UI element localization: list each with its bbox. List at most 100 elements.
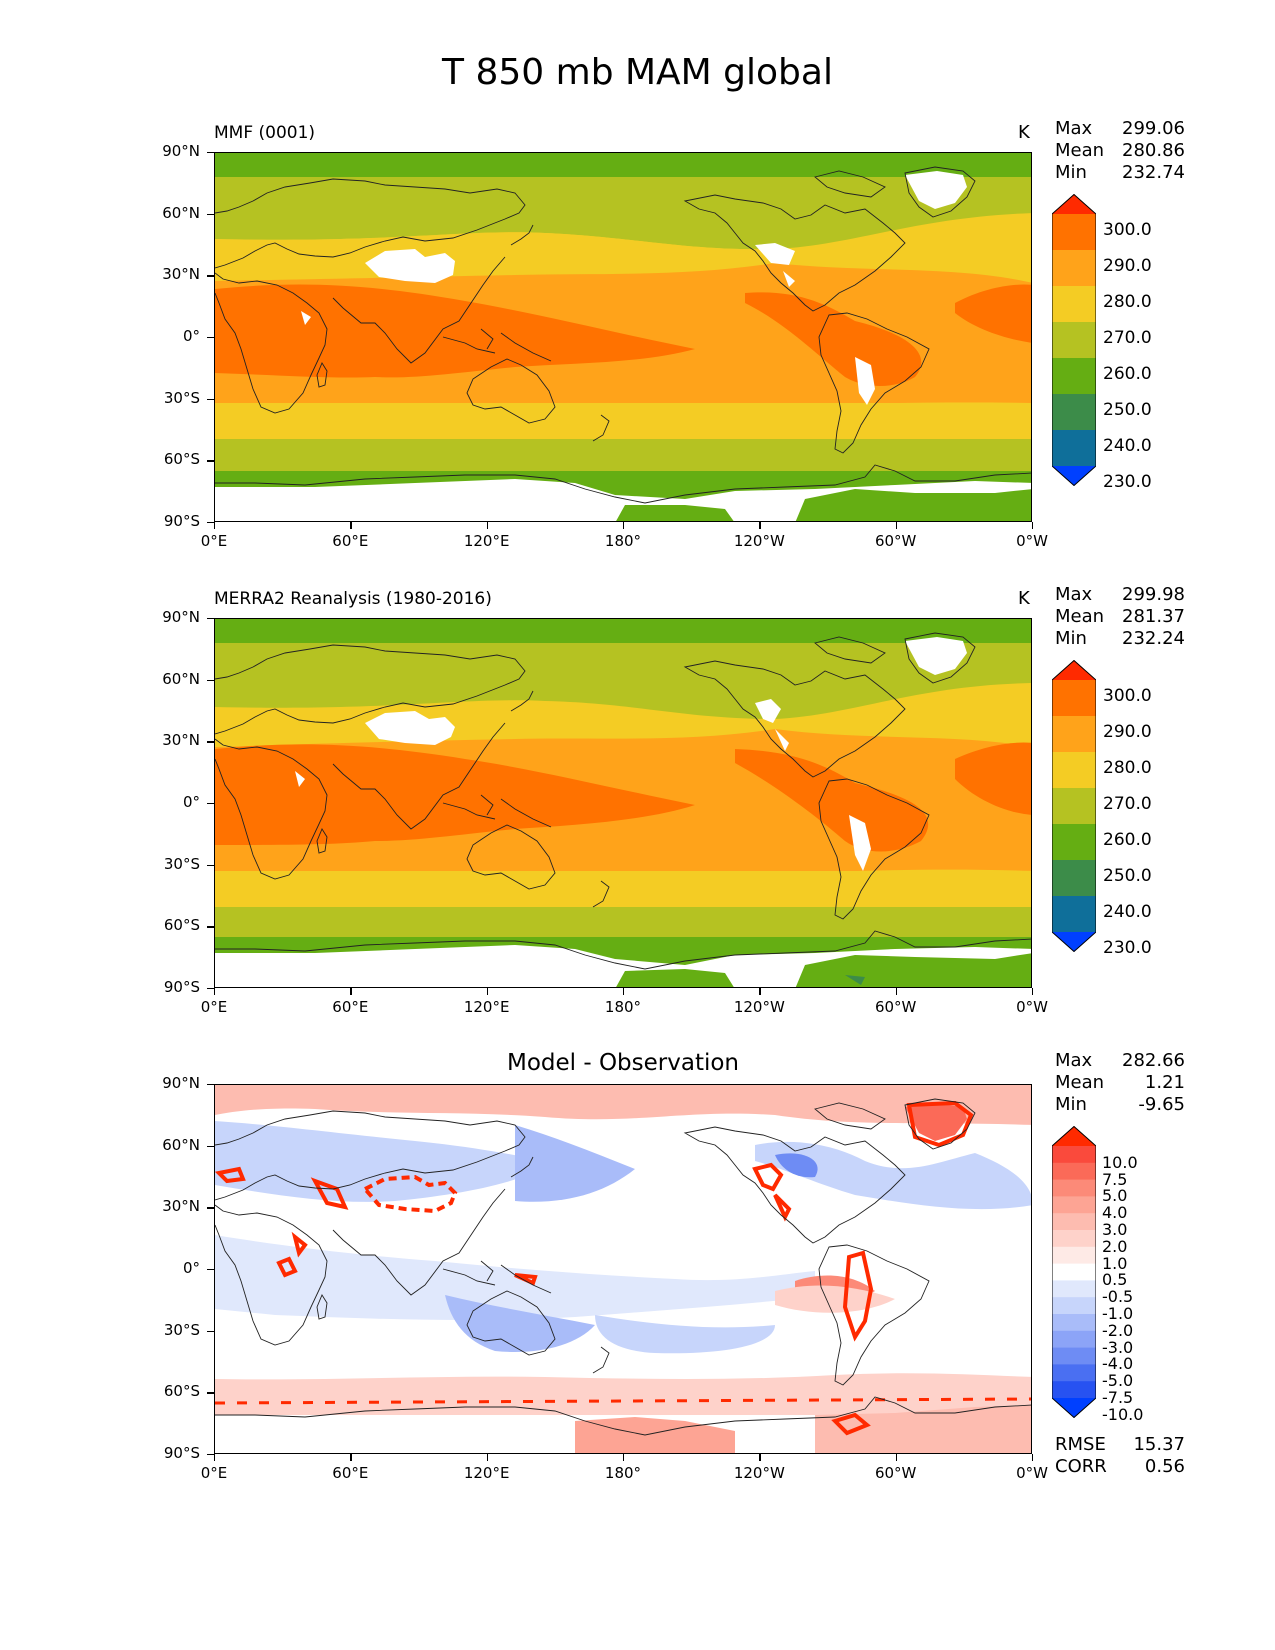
x-tick-label: 120°E — [463, 998, 510, 1016]
colorbar-label: 300.0 — [1103, 220, 1152, 240]
colorbar-swatch — [1052, 788, 1096, 825]
stats-block: Max 299.06 Mean 280.86 Min 232.74 — [1055, 118, 1185, 184]
x-tick-mark — [623, 1454, 625, 1461]
colorbar-swatch — [1052, 194, 1096, 214]
x-tick-label: 120°E — [463, 1464, 510, 1482]
colorbar-label: 0.5 — [1102, 1270, 1128, 1290]
colorbar-label: 7.5 — [1102, 1169, 1128, 1189]
x-tick-mark — [214, 988, 216, 995]
min-value: 232.74 — [1122, 162, 1185, 183]
max-label: Max — [1055, 1050, 1093, 1071]
colorbar-swatch — [1052, 1297, 1096, 1315]
y-tick-mark — [207, 679, 214, 681]
x-tick-mark — [623, 522, 625, 529]
y-tick-mark — [207, 1145, 214, 1147]
mean-value: 280.86 — [1122, 140, 1185, 161]
colorbar-swatch — [1052, 932, 1096, 952]
x-tick-label: 60°W — [874, 998, 917, 1016]
colorbar-label: 10.0 — [1102, 1152, 1138, 1172]
x-tick-label: 180° — [604, 532, 642, 550]
colorbar-label: 250.0 — [1103, 400, 1152, 420]
rmse-label: RMSE — [1055, 1434, 1106, 1455]
colorbar-swatch — [1052, 1179, 1096, 1197]
colorbar-label: 260.0 — [1103, 830, 1152, 850]
max-label: Max — [1055, 118, 1093, 139]
units-label: K — [1018, 122, 1030, 143]
skill-scores: RMSE 15.37 CORR 0.56 — [1055, 1434, 1185, 1478]
y-tick-mark — [207, 152, 214, 154]
colorbar-label: -5.0 — [1102, 1371, 1134, 1391]
min-value: 232.24 — [1122, 628, 1185, 649]
x-tick-label: 120°E — [463, 532, 510, 550]
colorbar-swatch — [1052, 1263, 1096, 1281]
x-tick-mark — [214, 522, 216, 529]
min-value: -9.65 — [1138, 1094, 1185, 1115]
colorbar-swatch — [1052, 660, 1096, 680]
x-tick-mark — [759, 1454, 761, 1461]
colorbar — [1052, 194, 1096, 486]
y-tick-mark — [207, 1454, 214, 1456]
colorbar-label: 260.0 — [1103, 364, 1152, 384]
x-tick-label: 60°E — [332, 1464, 369, 1482]
x-tick-label: 60°W — [874, 1464, 917, 1482]
colorbar-swatch — [1052, 1364, 1096, 1382]
y-tick-mark — [207, 275, 214, 277]
colorbar-swatch — [1052, 358, 1096, 395]
x-tick-mark — [759, 522, 761, 529]
colorbar-label: -0.5 — [1102, 1287, 1134, 1307]
x-tick-mark — [486, 988, 488, 995]
y-tick-mark — [207, 988, 214, 990]
stats-block: Max 282.66 Mean 1.21 Min -9.65 — [1055, 1050, 1185, 1116]
colorbar-swatch — [1052, 1347, 1096, 1365]
units-label: K — [1018, 588, 1030, 609]
colorbar-swatch — [1052, 716, 1096, 753]
colorbar-swatch — [1052, 1230, 1096, 1248]
y-tick-mark — [207, 741, 214, 743]
colorbar-label: 4.0 — [1102, 1203, 1128, 1223]
y-tick-mark — [207, 460, 214, 462]
colorbar-label: -4.0 — [1102, 1354, 1134, 1374]
x-tick-label: 60°W — [874, 532, 917, 550]
x-tick-label: 120°W — [733, 998, 785, 1016]
colorbar-swatch — [1052, 824, 1096, 861]
x-tick-mark — [1032, 522, 1034, 529]
x-tick-label: 180° — [604, 998, 642, 1016]
min-label: Min — [1055, 628, 1087, 649]
x-tick-mark — [759, 988, 761, 995]
x-tick-label: 0°W — [1016, 998, 1048, 1016]
colorbar-swatch — [1052, 1381, 1096, 1399]
panel-subtitle: MMF (0001) — [214, 123, 316, 143]
mean-value: 1.21 — [1144, 1072, 1185, 1093]
x-tick-mark — [623, 988, 625, 995]
colorbar-swatch — [1052, 1146, 1096, 1164]
colorbar-outline — [1052, 1126, 1096, 1418]
x-tick-mark — [214, 1454, 216, 1461]
y-tick-mark — [207, 864, 214, 866]
colorbar-label: 2.0 — [1102, 1236, 1128, 1256]
colorbar-swatch — [1052, 680, 1096, 717]
colorbar-outline — [1052, 660, 1096, 952]
colorbar-label: 230.0 — [1103, 938, 1152, 958]
colorbar-label: 1.0 — [1102, 1253, 1128, 1273]
x-tick-mark — [350, 522, 352, 529]
y-tick-mark — [207, 618, 214, 620]
x-tick-label: 180° — [604, 1464, 642, 1482]
y-tick-mark — [207, 213, 214, 215]
x-tick-label: 60°E — [332, 532, 369, 550]
figure-title: T 850 mb MAM global — [442, 52, 833, 93]
panel-model: MMF (0001) K Max 299.06 Mean 280.86 Min 232… — [0, 118, 1275, 538]
colorbar-label: 230.0 — [1103, 472, 1152, 492]
colorbar-swatch — [1052, 250, 1096, 287]
colorbar-label: 3.0 — [1102, 1220, 1128, 1239]
colorbar-swatch — [1052, 1126, 1096, 1146]
x-tick-mark — [1032, 988, 1034, 995]
x-tick-mark — [486, 1454, 488, 1461]
temperature-map — [214, 152, 1032, 522]
colorbar-swatch — [1052, 1213, 1096, 1231]
corr-label: CORR — [1055, 1456, 1107, 1477]
panel-subtitle: MERRA2 Reanalysis (1980-2016) — [214, 589, 492, 609]
x-tick-mark — [350, 1454, 352, 1461]
temperature-map — [214, 618, 1032, 988]
x-tick-label: 60°E — [332, 998, 369, 1016]
y-tick-mark — [207, 926, 214, 928]
